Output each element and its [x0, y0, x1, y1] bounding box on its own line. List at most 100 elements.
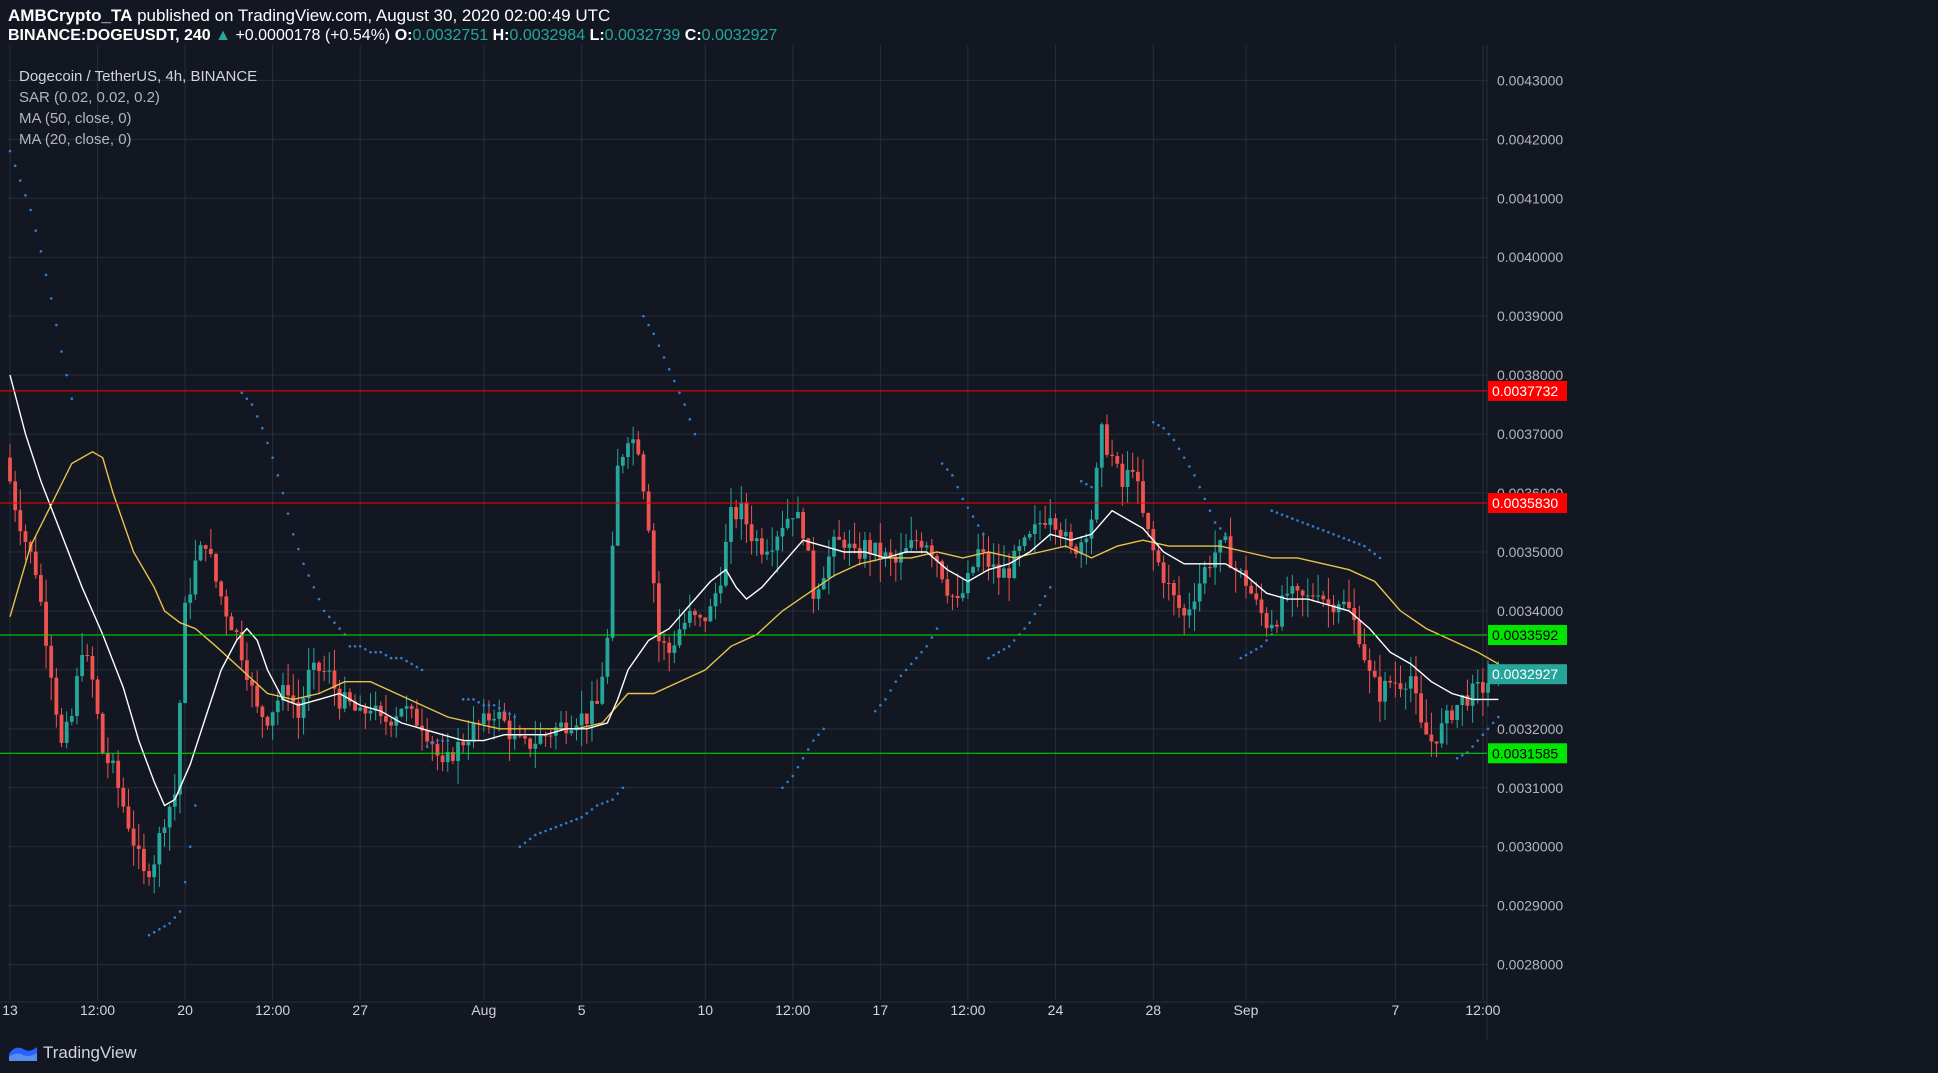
sar-dot — [497, 706, 501, 710]
sar-dot — [384, 653, 388, 657]
candle-body — [1105, 424, 1109, 455]
x-tick-label: 12:00 — [255, 1002, 290, 1018]
candle-body — [564, 722, 569, 734]
candle-body — [1182, 607, 1187, 616]
high-label: H: — [492, 27, 510, 44]
y-tick-label: 0.0038000 — [1497, 367, 1563, 383]
sar-dots — [8, 149, 1500, 937]
candle-body — [826, 556, 831, 579]
sar-dot — [513, 715, 516, 719]
sar-dot — [1491, 721, 1495, 725]
candle-body — [136, 845, 141, 849]
candle-body — [806, 538, 811, 551]
sar-dot — [554, 825, 558, 829]
candle-body — [414, 708, 419, 726]
candle-body — [394, 716, 399, 726]
candle-body — [1383, 680, 1387, 702]
close-value: 0.0032927 — [701, 27, 778, 44]
candle-body — [1187, 609, 1192, 616]
candle-body — [348, 692, 352, 702]
candle-body — [327, 670, 332, 672]
sar-dot — [600, 802, 604, 805]
candle-body — [646, 491, 651, 531]
sar-dot — [559, 823, 563, 827]
sar-dot — [467, 698, 470, 701]
change-arrow-icon: ▲ — [215, 27, 231, 44]
candle-body — [445, 752, 450, 763]
candle-body — [703, 617, 708, 622]
candle-body — [1290, 586, 1295, 594]
sar-dot — [446, 739, 450, 742]
candle-body — [178, 702, 182, 795]
sar-dot — [1162, 426, 1165, 430]
sar-dot — [1280, 513, 1284, 516]
candle-body — [1264, 612, 1269, 629]
sar-dot — [281, 491, 285, 495]
candle-body — [265, 716, 270, 726]
sar-dot — [1321, 529, 1325, 532]
candle-body — [1341, 601, 1346, 605]
candle-body — [255, 685, 260, 707]
candle-body — [23, 531, 28, 543]
sar-dot — [1306, 523, 1310, 526]
candle-body — [1022, 537, 1027, 547]
sar-dot — [39, 250, 43, 253]
candle-body — [744, 502, 749, 525]
ma20-line — [9, 374, 1499, 807]
sar-dot — [374, 650, 377, 654]
candle-body — [342, 692, 347, 709]
candle-body — [1465, 695, 1470, 706]
candle-body — [1110, 454, 1114, 457]
sar-dot — [158, 927, 161, 931]
candle-body — [275, 700, 280, 713]
candle-body — [399, 708, 404, 717]
candle-body — [353, 701, 357, 711]
publisher-name[interactable]: AMBCrypto_TA — [8, 6, 133, 25]
y-tick-label: 0.0029000 — [1497, 898, 1563, 914]
sar-dot — [688, 418, 692, 421]
sar-dot — [338, 627, 341, 630]
candle-body — [39, 575, 43, 602]
sar-dot — [415, 665, 419, 669]
series-title[interactable]: Dogecoin / TetherUS, 4h, BINANCE — [19, 68, 258, 85]
sar-dot — [1260, 644, 1263, 648]
sar-dot — [286, 512, 290, 515]
candle-body — [729, 506, 733, 542]
ma20-indicator-label[interactable]: MA (20, close, 0) — [19, 131, 132, 148]
sar-dot — [1301, 521, 1304, 524]
ma50-indicator-label[interactable]: MA (50, close, 0) — [19, 110, 132, 127]
candle-body — [296, 702, 301, 718]
candle-body — [1429, 734, 1434, 742]
candle-body — [456, 741, 460, 761]
sar-dot — [894, 680, 898, 683]
candle-body — [796, 511, 800, 519]
sar-dot — [1497, 715, 1500, 719]
candle-body — [260, 706, 265, 717]
candle-body — [219, 581, 224, 597]
sar-dot — [312, 586, 316, 589]
sar-dot — [353, 644, 357, 648]
sar-dot — [1038, 603, 1042, 607]
x-tick-label: 27 — [352, 1002, 368, 1018]
sar-dot — [1213, 521, 1217, 524]
candle-body — [152, 864, 157, 878]
sar-dot — [1270, 509, 1274, 513]
candle-body — [234, 630, 239, 632]
sar-dot — [966, 506, 970, 510]
sar-indicator-label[interactable]: SAR (0.02, 0.02, 0.2) — [19, 89, 160, 106]
publish-info: AMBCrypto_TA published on TradingView.co… — [8, 6, 610, 26]
candle-body — [533, 743, 538, 749]
candle-body — [754, 538, 759, 542]
candle-body — [698, 615, 702, 618]
candle-body — [904, 548, 908, 553]
sar-dot — [781, 786, 784, 790]
sar-dot — [1208, 509, 1212, 513]
tradingview-logo[interactable]: TradingView — [9, 1043, 137, 1063]
sar-dot — [667, 367, 671, 371]
sar-dot — [678, 391, 681, 395]
candle-body — [198, 545, 203, 561]
sar-dot — [884, 698, 887, 701]
candle-body — [1135, 471, 1140, 482]
candle-body — [579, 713, 584, 726]
